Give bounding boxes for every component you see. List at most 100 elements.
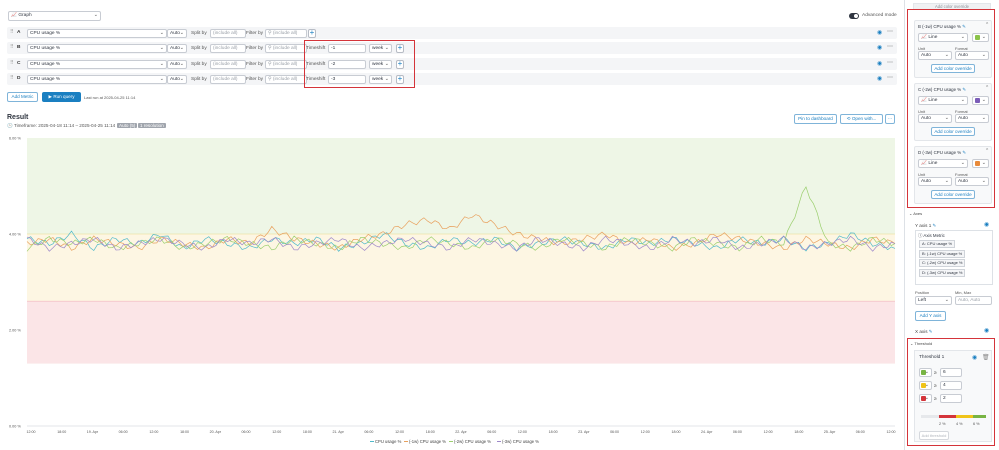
visibility-eye-icon[interactable]: ◉ (877, 76, 883, 82)
threshold-color-select[interactable]: ⌄ (919, 368, 932, 377)
unit-select[interactable]: Auto ⌄ (918, 114, 952, 123)
threshold-value-input[interactable]: 6 (940, 368, 962, 377)
axis-metric-chip[interactable]: B: (-1w) CPU usage % (919, 249, 966, 258)
advanced-mode-toggle[interactable] (849, 13, 859, 19)
add-color-override-button[interactable]: Add color override (931, 127, 975, 136)
add-y-axis-button[interactable]: Add Y axis (915, 311, 946, 321)
split-by-input[interactable]: (include all) (210, 28, 246, 38)
timeshift-unit-select[interactable]: week ⌄ (369, 59, 392, 69)
legend-item[interactable]: CPU usage % (370, 439, 401, 444)
format-select[interactable]: Auto ⌄ (955, 51, 989, 60)
position-select[interactable]: Left ⌄ (915, 296, 952, 305)
row-menu-icon[interactable]: ⋯ (887, 75, 894, 81)
visibility-eye-icon[interactable]: ◉ (877, 30, 883, 36)
drag-handle-icon[interactable]: ⠿ (10, 30, 14, 35)
edit-icon[interactable]: ✎ (961, 150, 967, 155)
threshold-color-select[interactable]: ⌄ (919, 394, 932, 403)
filter-by-input[interactable]: ⚲ (include all) (265, 43, 307, 53)
timeshift-unit-select[interactable]: week ⌄ (369, 74, 392, 84)
x-axis-eye-icon[interactable]: ◉ (984, 328, 990, 334)
chevron-up-icon[interactable]: ⌃ (985, 148, 990, 154)
legend-item[interactable]: (-1w) CPU usage % (404, 439, 446, 444)
add-color-override-button[interactable]: Add color override (931, 64, 975, 73)
format-select[interactable]: Auto ⌄ (955, 114, 989, 123)
x-tick-label: 06:00 (242, 430, 251, 434)
chevron-down-icon: ⌄ (981, 52, 986, 58)
more-options-button[interactable]: ⋯ (885, 114, 895, 124)
legend-line-icon (497, 441, 501, 443)
timeshift-value-input[interactable]: -2 (328, 59, 366, 69)
metric-select[interactable]: CPU usage % ⌄ (27, 59, 167, 69)
threshold-value-input[interactable]: 2 (940, 394, 962, 403)
open-with-button[interactable]: ⟲ Open with... (840, 114, 883, 124)
aggregation-select[interactable]: Auto ⌄ (167, 74, 187, 84)
drag-handle-icon[interactable]: ⠿ (10, 61, 14, 66)
row-menu-icon[interactable]: ⋯ (887, 44, 894, 50)
axis-metric-chip[interactable]: D: (-3w) CPU usage % (919, 268, 966, 277)
split-by-input[interactable]: (include all) (210, 59, 246, 69)
unit-label: Unit (918, 172, 926, 177)
add-transformation-button[interactable]: + (308, 27, 316, 38)
chevron-down-icon: ⌄ (159, 29, 164, 36)
axis-metric-chip[interactable]: C: (-2w) CPU usage % (919, 259, 966, 267)
drag-handle-icon[interactable]: ⠿ (10, 76, 14, 81)
add-transformation-button[interactable]: + (396, 73, 404, 84)
aggregation-select[interactable]: Auto ⌄ (167, 59, 187, 69)
series-viz-select[interactable]: 📈 Line ⌄ (918, 96, 968, 105)
visibility-eye-icon[interactable]: ◉ (877, 61, 883, 67)
visibility-eye-icon[interactable]: ◉ (877, 45, 883, 51)
minmax-input[interactable]: Auto, Auto (955, 296, 992, 305)
edit-icon[interactable]: ✎ (928, 329, 933, 334)
chevron-up-icon[interactable]: ⌃ (985, 22, 990, 28)
threshold-scale-label: 6 % (973, 422, 980, 426)
timeshift-unit-select[interactable]: week ⌄ (369, 43, 392, 53)
unit-select[interactable]: Auto ⌄ (918, 51, 952, 60)
threshold-value-input[interactable]: 4 (940, 381, 962, 390)
series-color-select[interactable]: ⌄ (972, 33, 989, 42)
split-by-input[interactable]: (include all) (210, 74, 246, 84)
threshold-color-select[interactable]: ⌄ (919, 381, 932, 390)
threshold-eye-icon[interactable]: ◉ (972, 355, 978, 361)
pin-to-dashboard-button[interactable]: Pin to dashboard (794, 114, 837, 124)
filter-by-input[interactable]: ⚲ (include all) (265, 28, 307, 38)
series-viz-select[interactable]: 📈 Line ⌄ (918, 159, 968, 168)
y-tick-label: 2.00 % (9, 329, 21, 333)
trash-icon[interactable]: 🗑 (982, 355, 990, 361)
drag-handle-icon[interactable]: ⠿ (10, 45, 14, 50)
run-query-button[interactable]: ▶ Run query (42, 92, 81, 102)
add-threshold-button[interactable]: Add threshold (919, 431, 949, 440)
add-color-override-button[interactable]: Add color override (931, 190, 975, 199)
split-by-input[interactable]: (include all) (210, 43, 246, 53)
add-transformation-button[interactable]: + (396, 42, 404, 53)
metric-select[interactable]: CPU usage % ⌄ (27, 74, 167, 84)
unit-select[interactable]: Auto ⌄ (918, 177, 952, 186)
axes-section-header[interactable]: ⌄ Axes (909, 211, 923, 216)
row-menu-icon[interactable]: ⋯ (887, 60, 894, 66)
row-menu-icon[interactable]: ⋯ (887, 29, 894, 35)
chevron-down-icon: ⌄ (960, 97, 965, 103)
series-color-select[interactable]: ⌄ (972, 96, 989, 105)
edit-icon[interactable]: ✎ (932, 223, 937, 228)
visualization-select[interactable]: 📈 Graph ⌄ (8, 11, 101, 21)
filter-by-input[interactable]: ⚲ (include all) (265, 74, 307, 84)
metric-select[interactable]: CPU usage % ⌄ (27, 28, 167, 38)
filter-by-input[interactable]: ⚲ (include all) (265, 59, 307, 69)
aggregation-select[interactable]: Auto ⌄ (167, 28, 187, 38)
y-axis-eye-icon[interactable]: ◉ (984, 222, 990, 228)
chevron-up-icon[interactable]: ⌃ (985, 85, 990, 91)
edit-icon[interactable]: ✎ (960, 24, 966, 29)
series-viz-select[interactable]: 📈 Line ⌄ (918, 33, 968, 42)
legend-item[interactable]: (-3w) CPU usage % (497, 439, 539, 444)
format-select[interactable]: Auto ⌄ (955, 177, 989, 186)
timeshift-value-input[interactable]: -1 (328, 43, 366, 53)
add-metric-button[interactable]: Add Metric (7, 92, 38, 102)
axis-metric-chip[interactable]: A: CPU usage % (919, 240, 956, 248)
legend-item[interactable]: (-2w) CPU usage % (449, 439, 491, 444)
edit-icon[interactable]: ✎ (961, 87, 967, 92)
metric-select[interactable]: CPU usage % ⌄ (27, 43, 167, 53)
aggregation-select[interactable]: Auto ⌄ (167, 43, 187, 53)
timeshift-value-input[interactable]: -3 (328, 74, 366, 84)
threshold-section-header[interactable]: ⌄ Threshold (910, 341, 933, 346)
series-color-select[interactable]: ⌄ (972, 159, 989, 168)
add-transformation-button[interactable]: + (396, 58, 404, 69)
